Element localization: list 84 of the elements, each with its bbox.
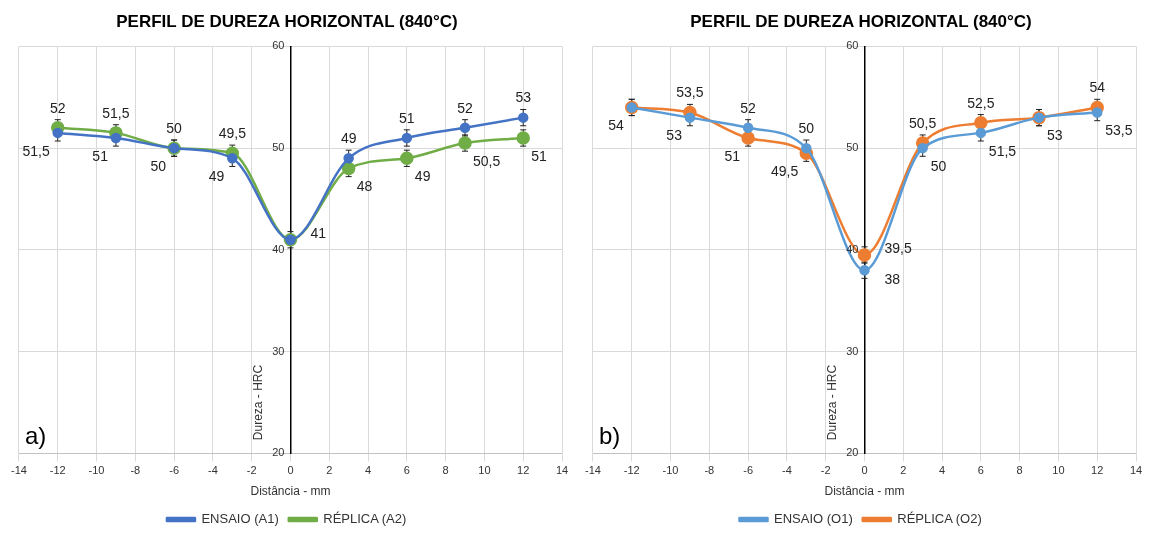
x-tick-label: 12 [1091, 464, 1104, 477]
y-tick-label: 20 [846, 446, 859, 459]
data-label: 51,5 [22, 142, 50, 159]
data-label: 49,5 [771, 163, 799, 180]
legend-label: RÉPLICA (O2) [897, 511, 982, 527]
data-label: 49 [340, 130, 357, 147]
data-label: 51 [399, 109, 415, 126]
x-tick-label: 8 [442, 464, 449, 477]
x-tick-label: 4 [938, 464, 946, 477]
x-tick-label: -4 [782, 464, 792, 477]
y-tick-label: 30 [272, 344, 285, 357]
data-label: 50,5 [909, 114, 937, 131]
x-tick-label: -8 [130, 464, 141, 477]
legend-label: ENSAIO (O1) [774, 511, 853, 527]
y-tick-label: 50 [846, 141, 859, 154]
y-tick-label: 60 [846, 39, 859, 52]
data-label: 51,5 [988, 142, 1017, 159]
x-tick-label: 12 [517, 464, 530, 477]
data-label: 53 [515, 89, 532, 106]
x-tick-label: 6 [977, 464, 984, 477]
data-label: 54 [608, 117, 624, 134]
data-label: 53 [666, 127, 683, 144]
chart-title: PERFIL DE DUREZA HORIZONTAL (840°C) [116, 11, 458, 31]
data-label: 39,5 [884, 239, 912, 256]
y-tick-label: 60 [272, 39, 285, 52]
data-label: 50 [798, 120, 815, 137]
y-tick-label: 50 [272, 141, 285, 154]
x-tick-label: -12 [623, 464, 640, 477]
x-tick-label: 2 [326, 464, 333, 477]
data-label: 53,5 [676, 84, 704, 101]
x-tick-label: -12 [49, 464, 66, 477]
x-tick-label: 2 [900, 464, 907, 477]
x-tick-label: 6 [403, 464, 410, 477]
data-label: 49 [414, 168, 431, 185]
data-label: 54 [1089, 79, 1106, 96]
y-axis-title: Dureza - HRC [250, 364, 265, 441]
x-tick-label: -2 [246, 464, 257, 477]
data-label: 52,5 [967, 94, 995, 111]
x-tick-label: -10 [662, 464, 679, 477]
x-tick-label: 0 [287, 464, 294, 477]
data-label: 51 [531, 147, 547, 164]
legend-label: RÉPLICA (A2) [323, 511, 407, 527]
data-label: 50 [166, 120, 183, 137]
x-tick-label: -8 [704, 464, 715, 477]
x-tick-label: -14 [585, 464, 601, 477]
data-label: 41 [310, 224, 327, 241]
x-axis-title: Distância - mm [250, 484, 331, 499]
x-tick-label: 8 [1016, 464, 1023, 477]
x-tick-label: 14 [555, 464, 569, 477]
y-tick-label: 20 [272, 446, 285, 459]
x-tick-label: -10 [88, 464, 105, 477]
data-label: 49,5 [218, 125, 247, 142]
data-label: 51 [724, 147, 741, 164]
data-label: 53 [1047, 127, 1063, 144]
x-tick-label: -14 [11, 464, 27, 477]
annotation: b) [598, 422, 621, 450]
data-label: 50 [930, 158, 947, 175]
y-tick-label: 30 [846, 344, 859, 357]
data-label: 53,5 [1105, 122, 1133, 139]
x-tick-label: 14 [1129, 464, 1143, 477]
x-tick-label: 0 [861, 464, 868, 477]
annotation: a) [24, 422, 47, 450]
legend-label: ENSAIO (A1) [201, 511, 279, 527]
data-label: 48 [356, 178, 373, 195]
x-axis-title: Distância - mm [824, 484, 905, 499]
x-tick-label: 10 [1052, 464, 1065, 477]
data-label: 50 [150, 158, 167, 175]
data-label: 52 [49, 99, 66, 116]
data-label: 52 [740, 99, 757, 116]
x-tick-label: 4 [364, 464, 372, 477]
data-label: 52 [457, 99, 474, 116]
x-tick-label: -4 [208, 464, 218, 477]
data-label: 51,5 [102, 104, 130, 121]
y-tick-label: 40 [272, 242, 285, 255]
y-axis-title: Dureza - HRC [824, 364, 839, 441]
x-tick-label: -6 [169, 464, 179, 477]
x-tick-label: -6 [743, 464, 753, 477]
data-label: 51 [92, 147, 109, 164]
x-tick-label: -2 [820, 464, 831, 477]
x-tick-label: 10 [478, 464, 491, 477]
data-label: 50,5 [473, 152, 501, 169]
chart-title: PERFIL DE DUREZA HORIZONTAL (840°C) [690, 11, 1032, 31]
data-label: 38 [884, 271, 901, 288]
data-label: 49 [208, 168, 225, 185]
